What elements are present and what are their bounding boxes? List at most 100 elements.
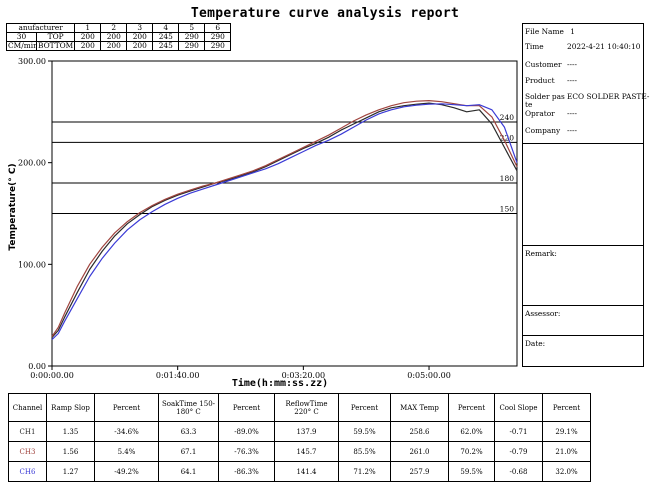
result-cell: -89.0% — [218, 421, 275, 442]
series-line-ch1 — [51, 102, 518, 338]
solder-paste-label-wrap: te — [525, 100, 533, 109]
results-header: Percent — [338, 393, 391, 422]
y-tick-label: 300.00 — [18, 57, 46, 66]
results-header: Percent — [218, 393, 275, 422]
product-label: Product — [525, 76, 555, 85]
y-tick-label: 100.00 — [18, 260, 46, 269]
soak-time-header: SoakTime 150-180° C — [161, 399, 216, 416]
customer-label: Customer — [525, 60, 562, 69]
result-cell: -0.71 — [494, 421, 543, 442]
results-header: Channel — [8, 393, 47, 422]
reference-line-label: 150 — [500, 205, 515, 214]
y-tick-label: 0.00 — [28, 362, 46, 371]
assessor-label: Assessor: — [525, 309, 561, 318]
chart-y-axis-label: Temperature(° C) — [8, 163, 18, 251]
results-table: Channel Ramp Slop Percent SoakTime 150-1… — [8, 393, 591, 482]
reference-line-label: 240 — [500, 113, 515, 122]
result-cell: 258.6 — [390, 421, 449, 442]
file-name-row: File Name 1 — [525, 27, 575, 36]
results-header: MAX Temp — [390, 393, 449, 422]
result-cell: 67.1 — [158, 441, 219, 462]
result-cell: 257.9 — [390, 461, 449, 482]
time-value: 2022-4-21 10:40:10 — [567, 42, 641, 51]
x-tick-label: 0:01:40.00 — [156, 371, 200, 380]
solder-paste-value: ECO SOLDER PASTE- — [567, 92, 650, 101]
customer-value: ---- — [567, 60, 577, 69]
customer-row: Customer ---- — [525, 60, 643, 69]
result-cell: 85.5% — [338, 441, 391, 462]
result-cell: -34.6% — [94, 421, 159, 442]
time-row: Time 2022-4-21 10:40:10 — [525, 42, 643, 51]
reflow-time-header: ReflowTime 220° C — [285, 399, 328, 416]
series-line-ch6 — [51, 103, 518, 341]
results-header: Percent — [542, 393, 591, 422]
solder-paste-row: Solder pas ECO SOLDER PASTE- — [525, 92, 649, 101]
result-cell: 1.27 — [46, 461, 95, 482]
x-tick-label: 0:05:00.00 — [407, 371, 451, 380]
result-cell: -0.68 — [494, 461, 543, 482]
result-cell: 71.2% — [338, 461, 391, 482]
result-cell: 1.56 — [46, 441, 95, 462]
company-label: Company — [525, 126, 561, 135]
time-label: Time — [525, 42, 544, 51]
operator-row: Oprator ---- — [525, 109, 643, 118]
results-header-row: Channel Ramp Slop Percent SoakTime 150-1… — [8, 393, 591, 422]
ramp-slop-header: Ramp Slop — [51, 403, 90, 412]
product-value: ---- — [567, 76, 577, 85]
result-cell: 29.1% — [542, 421, 591, 442]
result-cell: 32.0% — [542, 461, 591, 482]
assessor-section: Assessor: — [523, 306, 643, 336]
result-cell: -86.3% — [218, 461, 275, 482]
x-tick-label: 0:00:00.00 — [30, 371, 74, 380]
report-info-panel: File Name 1 Time 2022-4-21 10:40:10 Cust… — [522, 23, 649, 367]
result-cell: 59.5% — [448, 461, 495, 482]
oven-settings-table: anufacturer 1 2 3 4 5 6 30 TOP 200 200 2… — [5, 23, 232, 51]
series-line-ch3 — [51, 99, 518, 337]
result-cell: 63.3 — [158, 421, 219, 442]
date-label: Date: — [525, 339, 546, 348]
results-header: Percent — [448, 393, 495, 422]
oven-bottom-row: CM/min BOTTOM 200 200 200 245 290 290 — [6, 41, 232, 51]
operator-value: ---- — [567, 109, 577, 118]
date-section: Date: — [523, 336, 643, 366]
result-cell: 5.4% — [94, 441, 159, 462]
result-cell: 21.0% — [542, 441, 591, 462]
result-cell: -76.3% — [218, 441, 275, 462]
oven-temp: 290 — [204, 41, 232, 51]
results-row-ch6: CH6 1.27 -49.2% 64.1 -86.3% 141.4 71.2% … — [8, 461, 591, 482]
report-title: Temperature curve analysis report — [190, 6, 460, 21]
result-cell: -0.79 — [494, 441, 543, 462]
cool-slope-header: Cool Slope — [499, 403, 538, 412]
product-row: Product ---- — [525, 76, 643, 85]
x-tick-label: 0:03:20.00 — [282, 371, 326, 380]
reference-line-label: 220 — [500, 133, 515, 142]
file-name-value: 1 — [570, 27, 575, 36]
results-header: Percent — [94, 393, 159, 422]
company-row: Company ---- — [525, 126, 643, 135]
info-section-blank — [523, 144, 643, 246]
result-cell: 261.0 — [390, 441, 449, 462]
file-name-label: File Name — [525, 27, 564, 36]
company-value: ---- — [567, 126, 577, 135]
result-cell: 70.2% — [448, 441, 495, 462]
result-cell: 62.0% — [448, 421, 495, 442]
chart-x-axis-label: Time(h:mm:ss.zz) — [231, 378, 329, 389]
results-row-ch3: CH3 1.56 5.4% 67.1 -76.3% 145.7 85.5% 26… — [8, 441, 591, 462]
operator-label: Oprator — [525, 109, 555, 118]
channel-cell: CH6 — [8, 461, 47, 482]
result-cell: 145.7 — [274, 441, 339, 462]
result-cell: 59.5% — [338, 421, 391, 442]
results-header: ReflowTime 220° C — [274, 393, 339, 422]
results-header: Cool Slope — [494, 393, 543, 422]
oven-side-bottom: BOTTOM — [35, 41, 76, 51]
results-row-ch1: CH1 1.35 -34.6% 63.3 -89.0% 137.9 59.5% … — [8, 421, 591, 442]
result-cell: -49.2% — [94, 461, 159, 482]
reference-line-label: 180 — [500, 174, 515, 183]
results-header: Ramp Slop — [46, 393, 95, 422]
channel-cell: CH1 — [8, 421, 47, 442]
remark-section: Remark: — [523, 246, 643, 306]
info-section-details: File Name 1 Time 2022-4-21 10:40:10 Cust… — [523, 24, 649, 144]
result-cell: 137.9 — [274, 421, 339, 442]
result-cell: 141.4 — [274, 461, 339, 482]
